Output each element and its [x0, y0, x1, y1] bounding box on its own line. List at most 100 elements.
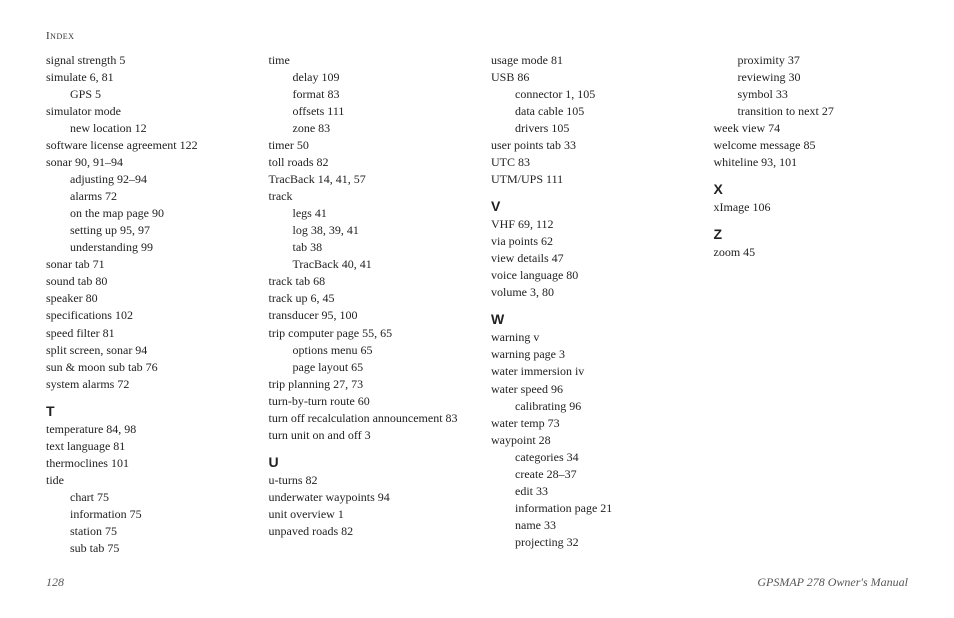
index-entry: user points tab 33 [491, 137, 686, 154]
index-entry: week view 74 [714, 120, 909, 137]
index-entry: zone 83 [269, 120, 464, 137]
index-entry: sub tab 75 [46, 540, 241, 557]
index-entry: categories 34 [491, 449, 686, 466]
index-section-heading: T [46, 403, 241, 419]
index-entry: USB 86 [491, 69, 686, 86]
index-entry: format 83 [269, 86, 464, 103]
index-entry: track up 6, 45 [269, 290, 464, 307]
index-entry: information 75 [46, 506, 241, 523]
index-entry: warning page 3 [491, 346, 686, 363]
index-entry: understanding 99 [46, 239, 241, 256]
index-entry: thermoclines 101 [46, 455, 241, 472]
index-entry: offsets 111 [269, 103, 464, 120]
index-entry: adjusting 92–94 [46, 171, 241, 188]
index-entry: legs 41 [269, 205, 464, 222]
page-footer: 128 GPSMAP 278 Owner's Manual [46, 575, 908, 590]
index-entry: options menu 65 [269, 342, 464, 359]
index-entry: turn-by-turn route 60 [269, 393, 464, 410]
index-section-heading: X [714, 181, 909, 197]
index-entry: software license agreement 122 [46, 137, 241, 154]
index-columns: signal strength 5simulate 6, 81GPS 5simu… [46, 52, 908, 562]
index-entry: tab 38 [269, 239, 464, 256]
index-entry: alarms 72 [46, 188, 241, 205]
index-entry: xImage 106 [714, 199, 909, 216]
index-entry: u-turns 82 [269, 472, 464, 489]
index-entry: waypoint 28 [491, 432, 686, 449]
index-entry: toll roads 82 [269, 154, 464, 171]
index-entry: edit 33 [491, 483, 686, 500]
index-entry: specifications 102 [46, 307, 241, 324]
index-entry: whiteline 93, 101 [714, 154, 909, 171]
index-entry: volume 3, 80 [491, 284, 686, 301]
index-entry: turn off recalculation announcement 83 [269, 410, 464, 427]
index-entry: welcome message 85 [714, 137, 909, 154]
index-entry: timer 50 [269, 137, 464, 154]
index-entry: page layout 65 [269, 359, 464, 376]
index-entry: UTC 83 [491, 154, 686, 171]
index-entry: via points 62 [491, 233, 686, 250]
index-entry: usage mode 81 [491, 52, 686, 69]
index-entry: speaker 80 [46, 290, 241, 307]
index-entry: underwater waypoints 94 [269, 489, 464, 506]
index-entry: transducer 95, 100 [269, 307, 464, 324]
index-entry: calibrating 96 [491, 398, 686, 415]
index-entry: text language 81 [46, 438, 241, 455]
index-entry: trip planning 27, 73 [269, 376, 464, 393]
index-entry: unit overview 1 [269, 506, 464, 523]
index-entry: GPS 5 [46, 86, 241, 103]
index-section-heading: U [269, 454, 464, 470]
index-entry: new location 12 [46, 120, 241, 137]
manual-title: GPSMAP 278 Owner's Manual [757, 575, 908, 590]
index-entry: sun & moon sub tab 76 [46, 359, 241, 376]
index-entry: transition to next 27 [714, 103, 909, 120]
index-entry: projecting 32 [491, 534, 686, 551]
index-entry: VHF 69, 112 [491, 216, 686, 233]
index-entry: station 75 [46, 523, 241, 540]
index-entry: warning v [491, 329, 686, 346]
index-column-4: proximity 37reviewing 30symbol 33transit… [714, 52, 909, 562]
index-entry: on the map page 90 [46, 205, 241, 222]
index-column-3: usage mode 81USB 86connector 1, 105data … [491, 52, 686, 562]
index-entry: track [269, 188, 464, 205]
index-section-heading: Z [714, 226, 909, 242]
index-entry: water speed 96 [491, 381, 686, 398]
index-entry: trip computer page 55, 65 [269, 325, 464, 342]
index-entry: symbol 33 [714, 86, 909, 103]
index-entry: data cable 105 [491, 103, 686, 120]
index-entry: sonar 90, 91–94 [46, 154, 241, 171]
index-entry: speed filter 81 [46, 325, 241, 342]
index-section-heading: V [491, 198, 686, 214]
index-entry: setting up 95, 97 [46, 222, 241, 239]
index-entry: simulate 6, 81 [46, 69, 241, 86]
index-entry: UTM/UPS 111 [491, 171, 686, 188]
page-header: Index [46, 30, 908, 42]
index-entry: view details 47 [491, 250, 686, 267]
index-entry: connector 1, 105 [491, 86, 686, 103]
index-entry: zoom 45 [714, 244, 909, 261]
index-entry: chart 75 [46, 489, 241, 506]
index-entry: water immersion iv [491, 363, 686, 380]
page-number: 128 [46, 575, 64, 590]
index-entry: sonar tab 71 [46, 256, 241, 273]
index-entry: delay 109 [269, 69, 464, 86]
index-entry: simulator mode [46, 103, 241, 120]
index-entry: sound tab 80 [46, 273, 241, 290]
index-entry: water temp 73 [491, 415, 686, 432]
index-entry: tide [46, 472, 241, 489]
index-entry: reviewing 30 [714, 69, 909, 86]
index-entry: split screen, sonar 94 [46, 342, 241, 359]
index-entry: drivers 105 [491, 120, 686, 137]
index-entry: signal strength 5 [46, 52, 241, 69]
index-entry: voice language 80 [491, 267, 686, 284]
index-entry: TracBack 14, 41, 57 [269, 171, 464, 188]
index-entry: log 38, 39, 41 [269, 222, 464, 239]
index-entry: TracBack 40, 41 [269, 256, 464, 273]
index-entry: create 28–37 [491, 466, 686, 483]
index-entry: system alarms 72 [46, 376, 241, 393]
index-entry: temperature 84, 98 [46, 421, 241, 438]
index-entry: unpaved roads 82 [269, 523, 464, 540]
index-column-2: timedelay 109format 83offsets 111zone 83… [269, 52, 464, 562]
index-section-heading: W [491, 311, 686, 327]
index-entry: track tab 68 [269, 273, 464, 290]
index-column-1: signal strength 5simulate 6, 81GPS 5simu… [46, 52, 241, 562]
